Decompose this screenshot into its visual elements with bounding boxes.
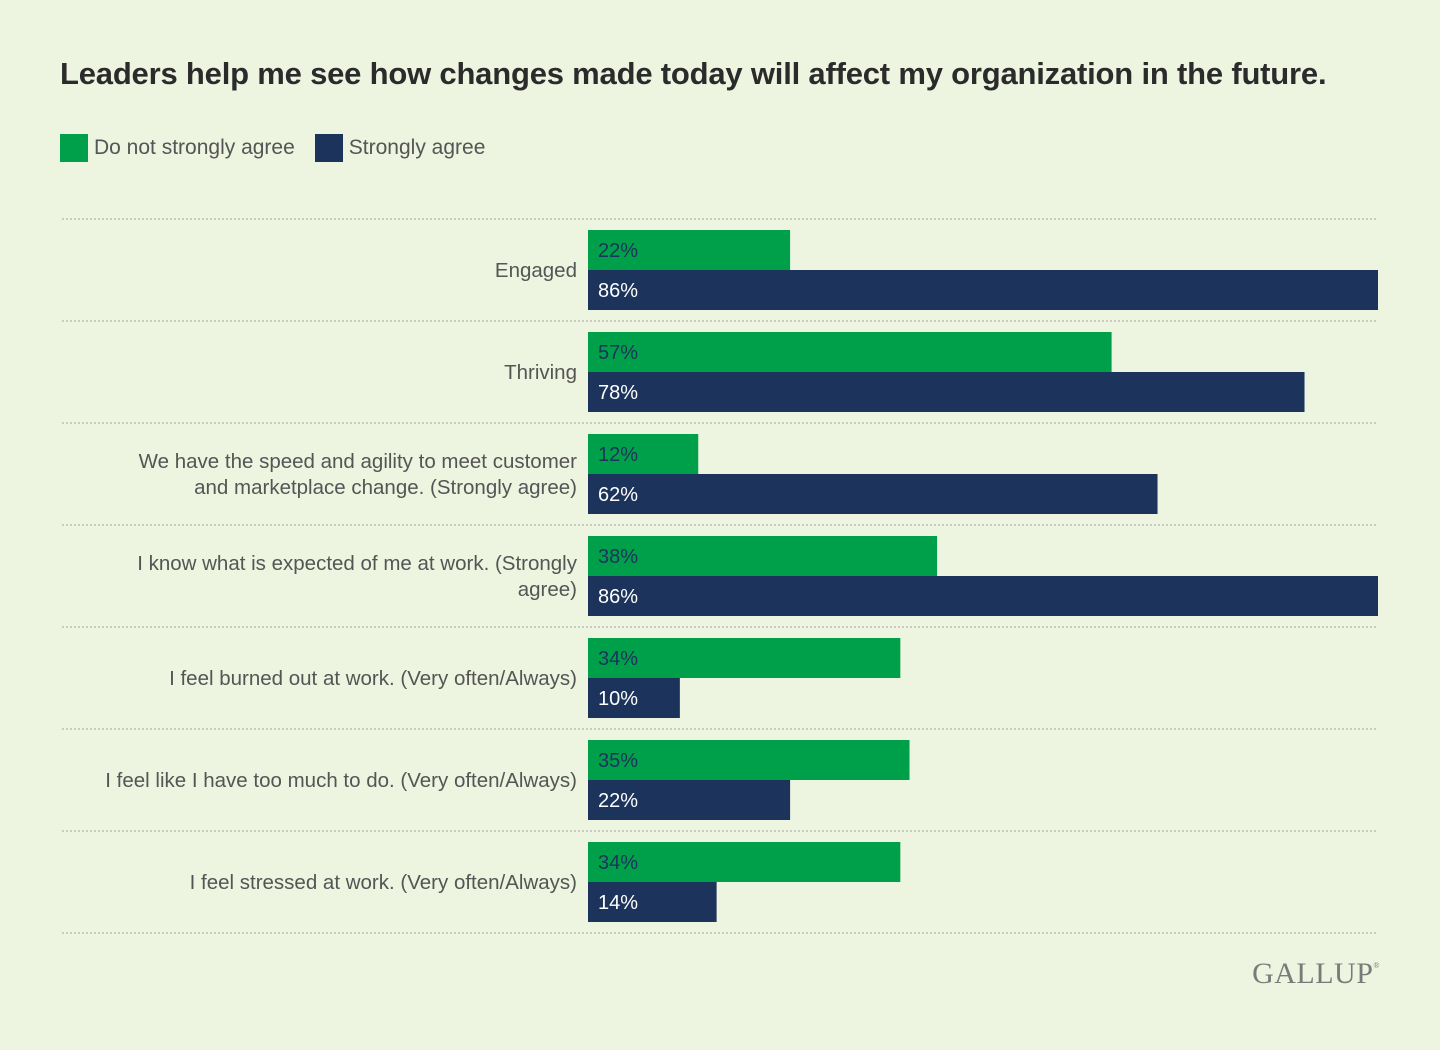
legend-swatch-navy <box>314 134 343 162</box>
bar-do-not-strongly-agree <box>588 638 901 678</box>
category-label-line: and marketplace change. (Strongly agree) <box>194 476 577 499</box>
category-label-line: agree) <box>518 578 577 601</box>
data-label-strongly-agree: 22% <box>598 790 638 812</box>
category-label: Engaged <box>495 259 577 282</box>
data-label-strongly-agree: 78% <box>598 382 638 404</box>
brand-wordmark: GALLUP <box>1252 957 1374 990</box>
data-label-strongly-agree: 86% <box>598 586 638 608</box>
data-label-do-not-strongly-agree: 12% <box>598 444 638 466</box>
bar-strongly-agree <box>588 270 1378 310</box>
legend-swatch-green <box>60 134 88 162</box>
category-label: I feel like I have too much to do. (Very… <box>105 769 577 792</box>
bar-do-not-strongly-agree <box>588 332 1112 372</box>
category-label-line: We have the speed and agility to meet cu… <box>139 450 578 473</box>
category-label-line: Engaged <box>495 259 577 282</box>
data-label-do-not-strongly-agree: 22% <box>598 240 638 262</box>
bar-do-not-strongly-agree <box>588 842 901 882</box>
category-label: I feel burned out at work. (Very often/A… <box>169 667 577 690</box>
category-label: I feel stressed at work. (Very often/Alw… <box>190 871 577 894</box>
bar-strongly-agree <box>588 474 1158 514</box>
registered-mark: ® <box>1373 961 1380 970</box>
data-label-strongly-agree: 14% <box>598 892 638 914</box>
legend-label-do-not-strongly-agree: Do not strongly agree <box>94 136 295 159</box>
gallup-logo: GALLUP® <box>1252 957 1380 991</box>
data-label-strongly-agree: 86% <box>598 280 638 302</box>
legend-label-strongly-agree: Strongly agree <box>348 136 486 159</box>
bar-do-not-strongly-agree <box>588 434 699 474</box>
bar-do-not-strongly-agree <box>588 740 910 780</box>
legend: Do not strongly agree Strongly agree <box>60 134 505 162</box>
data-label-strongly-agree: 62% <box>598 484 638 506</box>
data-label-do-not-strongly-agree: 34% <box>598 852 638 874</box>
category-label-line: Thriving <box>504 361 577 384</box>
data-label-do-not-strongly-agree: 38% <box>598 546 638 568</box>
chart-title: Leaders help me see how changes made tod… <box>60 56 1327 91</box>
bar-strongly-agree <box>588 780 791 820</box>
bar-do-not-strongly-agree <box>588 230 791 270</box>
category-label-line: I feel stressed at work. (Very often/Alw… <box>190 871 577 894</box>
category-label: I know what is expected of me at work. (… <box>137 552 578 601</box>
category-label-line: I feel burned out at work. (Very often/A… <box>169 667 577 690</box>
data-label-do-not-strongly-agree: 34% <box>598 648 638 670</box>
legend-item-do-not-strongly-agree: Do not strongly agree <box>60 134 295 162</box>
category-label: We have the speed and agility to meet cu… <box>139 450 578 499</box>
category-label: Thriving <box>504 361 577 384</box>
data-label-do-not-strongly-agree: 57% <box>598 342 638 364</box>
bar-strongly-agree <box>588 678 680 718</box>
category-label-line: I know what is expected of me at work. (… <box>137 552 578 575</box>
data-label-strongly-agree: 10% <box>598 688 638 710</box>
data-label-do-not-strongly-agree: 35% <box>598 750 638 772</box>
legend-item-strongly-agree: Strongly agree <box>314 134 486 162</box>
bar-strongly-agree <box>588 576 1378 616</box>
bar-strongly-agree <box>588 372 1305 412</box>
category-label-line: I feel like I have too much to do. (Very… <box>105 769 577 792</box>
bar-strongly-agree <box>588 882 717 922</box>
bar-do-not-strongly-agree <box>588 536 938 576</box>
